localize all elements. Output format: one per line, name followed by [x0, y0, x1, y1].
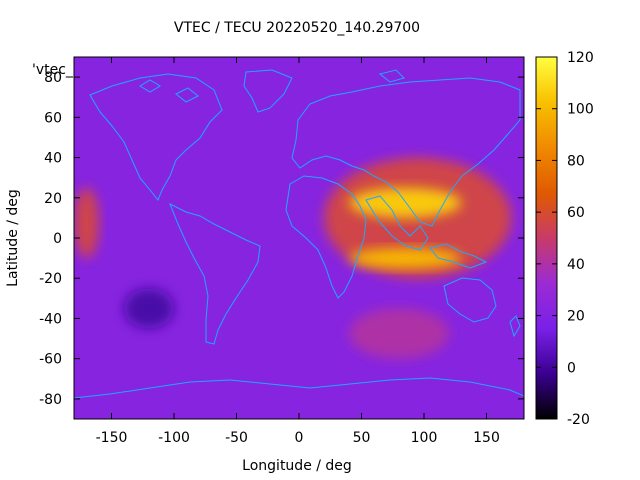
colorbar-tick-label: -20: [567, 412, 590, 428]
colorbar-tick-label: 0: [567, 360, 576, 376]
heatmap-region: [124, 288, 174, 329]
coast-arctic-islands: [139, 69, 405, 103]
coast-eurasia: [291, 77, 521, 227]
x-axis-ticks: -150 -100 -50 0 50 100 150: [96, 57, 500, 446]
y-tick-label: 60: [44, 110, 62, 126]
chart-title: VTEC / TECU 20220520_140.29700: [174, 20, 420, 36]
y-tick-label: 20: [44, 191, 62, 207]
y-tick-label: -60: [39, 352, 62, 368]
heatmap-region: [324, 157, 512, 279]
colorbar-ticks: -20 0 20 40 60 80 100 120: [536, 50, 594, 428]
heatmap-region: [74, 187, 99, 259]
y-tick-label: 0: [53, 231, 62, 247]
heatmap-region: [349, 187, 462, 218]
colorbar-tick-label: 80: [567, 153, 585, 169]
colorbar: [535, 56, 558, 420]
coast-india: [365, 195, 429, 251]
colorbar-tick-label: 40: [567, 257, 585, 273]
colorbar-tick-label: 120: [567, 50, 594, 66]
colorbar-tick-label: 60: [567, 205, 585, 221]
heatmap-cells: [74, 157, 512, 359]
coast-new-zealand: [509, 315, 521, 338]
heatmap-region: [349, 308, 449, 359]
x-tick-label: 150: [473, 430, 500, 446]
coast-south-america: [169, 202, 261, 345]
coast-africa: [285, 175, 367, 299]
x-tick-label: 0: [295, 430, 304, 446]
coastlines: [74, 69, 524, 399]
y-tick-label: 40: [44, 151, 62, 167]
coast-indonesia: [429, 243, 488, 269]
x-tick-label: -100: [158, 430, 190, 446]
y-tick-label: -80: [39, 392, 62, 408]
y-axis-ticks: -80 -60 -40 -20 0 20 40 60 80: [39, 70, 524, 408]
y-tick-label: -20: [39, 271, 62, 287]
x-axis-title: Longitude / deg: [242, 458, 352, 474]
x-tick-label: 50: [353, 430, 371, 446]
coast-north-america: [89, 73, 223, 201]
y-axis-title: Latitude / deg: [5, 189, 21, 287]
coast-australia: [443, 277, 497, 323]
x-tick-label: 100: [411, 430, 438, 446]
x-tick-label: -50: [225, 430, 248, 446]
colorbar-tick-label: 20: [567, 309, 585, 325]
x-tick-label: -150: [96, 430, 128, 446]
legend-key-label: 'vtec_: [32, 62, 74, 78]
heatmap-region: [349, 248, 462, 269]
coast-antarctica: [74, 377, 524, 399]
coast-greenland: [243, 69, 293, 113]
y-tick-label: -40: [39, 311, 62, 327]
y-tick-label: 80: [44, 70, 62, 86]
plot-area: [74, 57, 524, 419]
colorbar-tick-label: 100: [567, 102, 594, 118]
